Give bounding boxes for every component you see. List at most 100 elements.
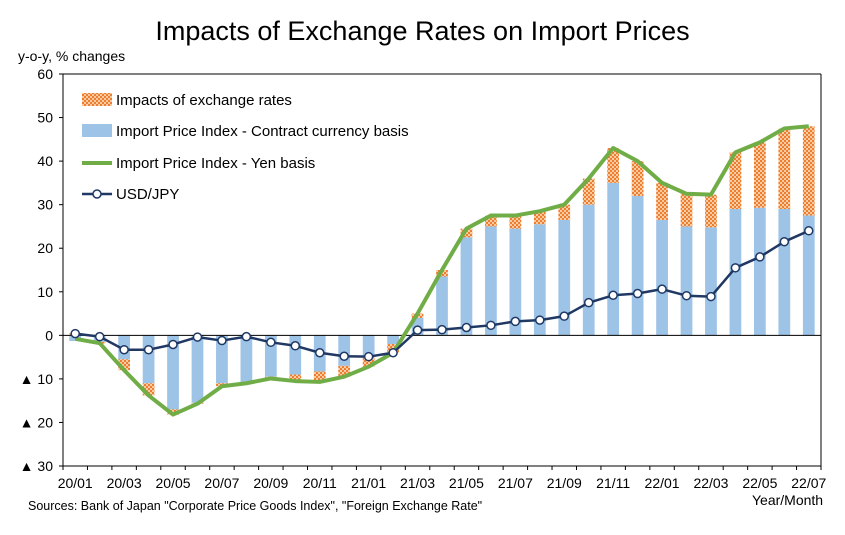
legend-swatch-exchange-impact <box>82 93 112 106</box>
bar-contract-currency <box>240 335 253 383</box>
y-tick-label: 20 <box>37 240 53 256</box>
point-usd-jpy <box>437 324 447 335</box>
bar-contract-currency <box>705 227 717 336</box>
bar-exchange-impact <box>631 161 644 196</box>
x-tick-label: 22/01 <box>645 475 680 491</box>
y-tick-label: 10 <box>37 284 53 300</box>
point-usd-jpy <box>119 344 129 355</box>
x-tick-label: 21/03 <box>400 475 435 491</box>
legend-label-contract-currency: Import Price Index - Contract currency b… <box>116 123 409 140</box>
point-usd-jpy <box>143 344 154 355</box>
x-tick-label: 21/09 <box>547 475 582 491</box>
point-usd-jpy <box>657 284 667 294</box>
bar-exchange-impact <box>118 359 130 371</box>
bar-exchange-impact <box>607 148 620 183</box>
bar-contract-currency <box>167 335 179 410</box>
source-note: Sources: Bank of Japan "Corporate Price … <box>28 499 483 513</box>
y-tick-label: 30 <box>37 197 53 213</box>
x-tick-label: 20/03 <box>107 475 142 491</box>
bar-exchange-impact <box>509 215 522 229</box>
bar-exchange-impact <box>142 383 155 396</box>
point-usd-jpy <box>339 351 349 361</box>
bar-exchange-impact <box>778 128 791 210</box>
point-usd-jpy <box>486 320 496 331</box>
x-tick-label: 22/07 <box>791 475 826 491</box>
x-tick-label: 21/05 <box>449 475 484 491</box>
bar-exchange-impact <box>656 182 668 220</box>
bar-exchange-impact <box>754 142 766 208</box>
point-usd-jpy <box>70 328 80 339</box>
x-tick-label: 20/11 <box>303 475 337 491</box>
bar-contract-currency <box>387 335 399 345</box>
point-usd-jpy <box>804 226 814 236</box>
point-usd-jpy <box>681 290 692 301</box>
point-usd-jpy <box>217 335 227 346</box>
legend-label-exchange-impact: Impacts of exchange rates <box>116 92 292 109</box>
bar-contract-currency <box>289 335 302 375</box>
x-axis-label: Year/Month <box>752 492 824 508</box>
y-tick-label: ▲ 10 <box>20 371 54 387</box>
y-tick-label: 60 <box>37 66 53 82</box>
x-tick-label: 22/05 <box>742 475 777 491</box>
point-usd-jpy <box>388 348 398 358</box>
bar-contract-currency <box>509 228 522 336</box>
y-tick-label: 40 <box>37 153 53 169</box>
bar-contract-currency <box>338 335 351 366</box>
point-usd-jpy <box>608 290 618 301</box>
bar-contract-currency <box>216 335 228 384</box>
y-tick-label: 0 <box>45 327 53 343</box>
bar-contract-currency <box>680 226 693 336</box>
point-usd-jpy <box>168 339 178 350</box>
y-tick-label: ▲ 20 <box>20 414 54 430</box>
bar-exchange-impact <box>680 193 693 227</box>
bar-exchange-impact <box>362 357 375 367</box>
point-usd-jpy <box>94 331 105 342</box>
bar-contract-currency <box>264 335 277 377</box>
bar-exchange-impact <box>485 215 497 227</box>
bar-contract-currency <box>656 219 668 336</box>
x-tick-label: 21/11 <box>596 475 630 491</box>
bar-contract-currency <box>436 276 448 336</box>
x-tick-label: 22/03 <box>693 475 728 491</box>
point-usd-jpy <box>510 316 521 327</box>
point-usd-jpy <box>412 325 423 335</box>
bar-contract-currency <box>533 224 546 336</box>
legend-label-usd-jpy: USD/JPY <box>116 186 179 203</box>
point-usd-jpy <box>755 252 765 262</box>
x-tick-label: 20/05 <box>156 475 191 491</box>
y-axis-label: y-o-y, % changes <box>18 48 126 64</box>
bar-exchange-impact <box>729 152 742 210</box>
bar-contract-currency <box>191 335 204 403</box>
bar-exchange-impact <box>460 228 473 238</box>
point-usd-jpy <box>192 332 203 342</box>
point-usd-jpy <box>290 341 301 351</box>
x-tick-label: 20/07 <box>204 475 239 491</box>
point-usd-jpy <box>266 337 276 348</box>
y-tick-label: 50 <box>37 110 53 126</box>
point-usd-jpy <box>363 351 374 362</box>
legend-marker-usd-jpy <box>92 189 102 199</box>
bar-contract-currency <box>460 237 473 336</box>
bar-contract-currency <box>631 195 644 336</box>
point-usd-jpy <box>730 263 741 273</box>
point-usd-jpy <box>535 315 545 325</box>
point-usd-jpy <box>706 291 716 302</box>
bar-contract-currency <box>362 335 375 358</box>
x-tick-label: 20/09 <box>253 475 288 491</box>
point-usd-jpy <box>583 297 594 308</box>
bar-exchange-impact <box>705 194 717 228</box>
point-usd-jpy <box>461 322 472 333</box>
bar-exchange-impact <box>533 211 546 225</box>
bar-contract-currency <box>802 215 815 336</box>
bar-exchange-impact <box>289 374 302 382</box>
bar-contract-currency <box>558 219 571 336</box>
bar-exchange-impact <box>582 178 595 205</box>
x-tick-label: 21/01 <box>351 475 386 491</box>
chart-title: Impacts of Exchange Rates on Import Pric… <box>155 16 690 46</box>
bar-contract-currency <box>754 207 766 336</box>
bar-contract-currency <box>582 204 595 336</box>
bar-contract-currency <box>485 226 497 336</box>
x-tick-label: 20/01 <box>58 475 93 491</box>
bar-exchange-impact <box>558 204 571 220</box>
